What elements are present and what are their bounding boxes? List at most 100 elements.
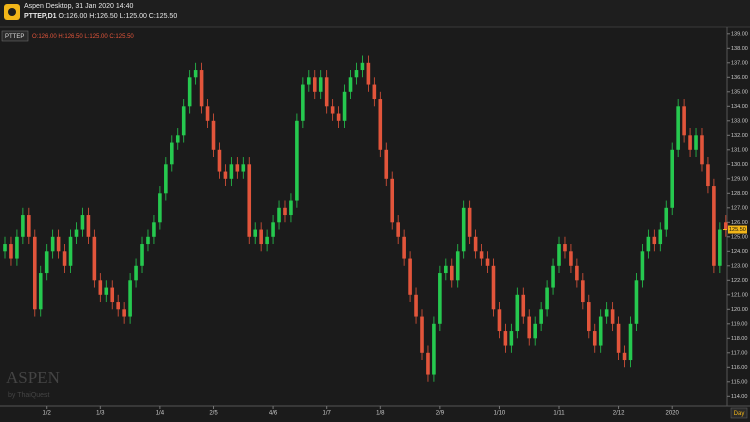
candle-body: [616, 323, 621, 353]
y-tick-label: 127.00: [731, 205, 748, 211]
candle-body: [247, 164, 252, 237]
candle-body: [366, 62, 371, 85]
candle-body: [414, 294, 418, 317]
candle-body: [68, 236, 73, 266]
y-tick-label: 123.00: [731, 263, 748, 269]
candle-body: [307, 77, 311, 85]
y-tick-label: 132.00: [731, 133, 748, 139]
candle-body: [86, 215, 91, 237]
candle-body: [604, 309, 609, 317]
last-price-label: 125.50: [729, 227, 746, 233]
candle-body: [592, 331, 597, 346]
candle-body: [50, 236, 55, 252]
y-tick-label: 133.00: [731, 118, 748, 124]
candle-body: [586, 302, 591, 332]
candle-body: [569, 251, 573, 266]
candle-body: [664, 207, 669, 230]
window-title: Aspen Desktop, 31 Jan 2020 14:40: [24, 3, 134, 10]
candle-body: [473, 236, 478, 252]
candle-body: [295, 120, 299, 201]
candle-body: [694, 135, 698, 150]
candle-body: [449, 265, 454, 281]
candle-body: [211, 120, 216, 150]
candle-body: [420, 316, 424, 353]
candle-body: [640, 251, 645, 281]
candle-body: [461, 207, 466, 252]
candle-body: [628, 323, 633, 361]
x-tick-label: 2/5: [209, 411, 218, 417]
y-tick-label: 131.00: [731, 147, 748, 153]
candle-body: [581, 280, 585, 303]
candle-body: [134, 265, 138, 281]
candle-body: [718, 229, 722, 266]
candle-body: [354, 70, 359, 78]
candle-body: [27, 215, 31, 237]
candle-body: [110, 287, 115, 303]
x-tick-label: 2020: [666, 411, 680, 417]
candle-body: [438, 273, 442, 324]
candle-body: [92, 236, 97, 281]
candle-body: [670, 149, 674, 208]
candle-body: [122, 309, 126, 317]
candle-body: [658, 229, 663, 245]
y-tick-label: 121.00: [731, 292, 748, 298]
candle-body: [187, 77, 192, 107]
symbol: PTTEP,D1: [24, 13, 57, 20]
candle-body: [9, 244, 13, 259]
candle-body: [557, 244, 561, 266]
candle-body: [164, 164, 168, 194]
y-tick-label: 137.00: [731, 60, 748, 66]
y-tick-label: 125.00: [731, 234, 748, 240]
candle-body: [277, 207, 281, 223]
candle-body: [724, 222, 728, 230]
x-tick-label: 2/9: [436, 411, 445, 417]
candle-body: [527, 316, 532, 339]
y-tick-label: 135.00: [731, 89, 748, 95]
y-tick-label: 114.00: [731, 394, 747, 400]
candle-body: [444, 265, 448, 274]
candle-body: [199, 70, 204, 107]
timeframe-box[interactable]: [730, 407, 748, 419]
candle-body: [336, 113, 341, 121]
candle-body: [146, 236, 150, 245]
y-tick-label: 139.00: [731, 31, 748, 37]
candle-body: [265, 236, 269, 245]
candle-body: [104, 287, 109, 295]
timeframe-label[interactable]: Day: [734, 411, 745, 417]
candle-body: [271, 222, 275, 237]
candle-body: [384, 149, 389, 179]
candle-body: [3, 244, 7, 252]
candle-body: [598, 316, 603, 346]
candle-body: [229, 164, 234, 179]
y-tick-label: 116.00: [731, 365, 747, 371]
candle-body: [676, 106, 680, 150]
candle-body: [700, 135, 704, 165]
candle-body: [533, 323, 537, 339]
x-tick-label: 1/8: [376, 411, 385, 417]
candle-body: [509, 331, 514, 346]
y-tick-label: 134.00: [731, 104, 748, 110]
app-icon: [4, 4, 20, 20]
candle-body: [44, 251, 49, 274]
candle-body: [98, 280, 103, 295]
candle-body: [455, 251, 460, 281]
candle-body: [426, 352, 430, 375]
candle-body: [205, 106, 210, 121]
candle-body: [503, 331, 508, 346]
y-tick-label: 130.00: [731, 162, 748, 168]
y-tick-label: 115.00: [731, 379, 747, 385]
candle-body: [140, 244, 144, 266]
candle-body: [312, 77, 317, 92]
candle-body: [62, 251, 67, 266]
candle-body: [521, 294, 526, 317]
candle-body: [74, 229, 79, 237]
candle-body: [38, 273, 43, 310]
y-tick-label: 136.00: [731, 75, 748, 81]
y-tick-label: 124.00: [731, 249, 748, 255]
candle-body: [32, 236, 37, 310]
candle-body: [402, 236, 406, 259]
candle-body: [301, 84, 305, 121]
y-tick-label: 129.00: [731, 176, 748, 182]
y-tick-label: 117.00: [731, 350, 747, 356]
